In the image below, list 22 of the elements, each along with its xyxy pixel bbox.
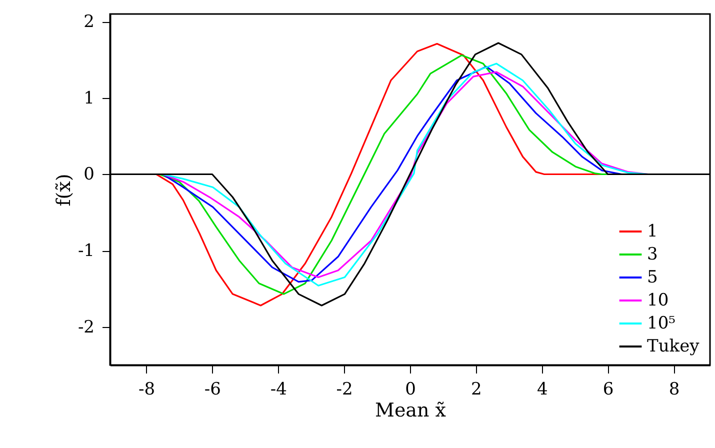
legend-label: 5: [647, 268, 658, 288]
x-axis-title: Mean x̃: [374, 400, 446, 422]
y-tick-label: 0: [84, 164, 94, 185]
x-tick-label: 6: [602, 380, 614, 400]
x-tick-label: 0: [405, 380, 416, 400]
y-tick-label: 2: [84, 12, 94, 32]
legend-label: Tukey: [647, 336, 700, 356]
legend-label: 10⁵: [647, 314, 676, 334]
y-tick-label: 1: [84, 88, 94, 108]
legend-label: 3: [647, 244, 658, 264]
legend-label: 10: [647, 290, 669, 310]
x-tick-label: -4: [270, 380, 287, 400]
x-tick-label: 4: [536, 380, 548, 400]
x-tick-label: -2: [336, 380, 353, 400]
x-tick-label: -8: [138, 380, 156, 400]
x-tick-label: 8: [668, 380, 680, 400]
x-tick-label: -6: [204, 380, 221, 400]
x-tick-label: 2: [471, 380, 482, 400]
y-axis-title: f(x̃): [52, 174, 75, 206]
y-tick-label: -1: [78, 241, 94, 262]
legend-label: 1: [647, 222, 658, 242]
y-tick-label: -2: [78, 317, 94, 338]
